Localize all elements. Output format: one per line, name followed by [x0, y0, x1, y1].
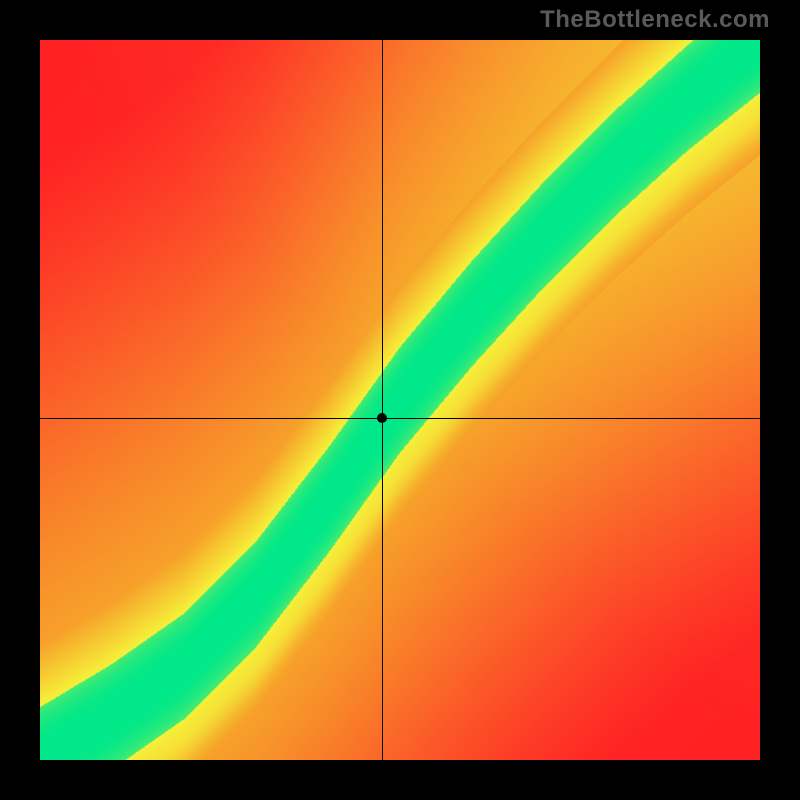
bottleneck-heatmap: [40, 40, 760, 760]
crosshair-vertical: [382, 40, 383, 760]
selection-marker[interactable]: [377, 413, 387, 423]
watermark-text: TheBottleneck.com: [540, 6, 770, 34]
plot-area: [40, 40, 760, 760]
crosshair-horizontal: [40, 418, 760, 419]
